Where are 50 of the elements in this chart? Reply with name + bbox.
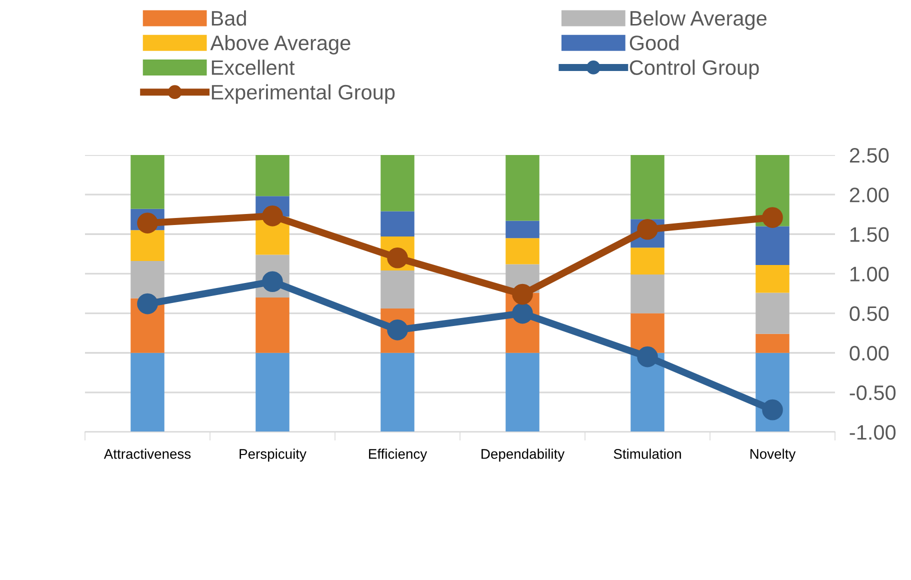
x-tick-label: Stimulation (614, 448, 681, 459)
point (262, 206, 283, 226)
legend-label: Control Group (630, 60, 759, 80)
x-tick-label: Perspicuity (240, 448, 306, 462)
bar (630, 274, 664, 314)
legend-label: Experimental Group (212, 84, 395, 104)
legend-label: Good (630, 35, 678, 50)
y-tick-label: 1.50 (850, 227, 889, 242)
point (762, 399, 783, 420)
bar (130, 352, 164, 432)
bar (380, 211, 414, 237)
bar (130, 261, 164, 298)
y-tick-label: 2.50 (850, 148, 889, 163)
x-tick-label: Dependability (482, 448, 565, 462)
bar (506, 220, 540, 238)
bar (506, 155, 540, 221)
bar (130, 155, 164, 209)
bar (380, 155, 414, 212)
point (512, 284, 533, 305)
bar (756, 292, 790, 334)
bar (630, 313, 664, 353)
x-tick-label: Novelty (750, 448, 796, 462)
bar (630, 155, 664, 220)
point (137, 293, 158, 314)
bar (256, 352, 290, 432)
point (637, 346, 658, 368)
bar (756, 265, 790, 293)
y-tick-label: -0.50 (850, 385, 896, 400)
bar (630, 248, 664, 275)
legend-label: Bad (212, 10, 246, 26)
bar (380, 270, 414, 309)
legend-label: Excellent (212, 60, 295, 75)
bar (256, 155, 290, 196)
y-tick-label: 0.50 (850, 306, 889, 322)
legend-label: Below Average (630, 10, 767, 30)
y-tick-label: 0.00 (850, 346, 889, 361)
x-tick-label: Attractiveness (104, 448, 191, 459)
bar (756, 226, 790, 266)
bar (380, 352, 414, 432)
bar (506, 238, 540, 264)
legend-label: Above Average (210, 35, 350, 54)
y-tick-label: 2.00 (850, 188, 889, 202)
bar (256, 297, 290, 353)
bar (756, 334, 790, 353)
y-tick-label: 1.00 (850, 266, 889, 282)
x-tick-label: Efficiency (369, 448, 428, 462)
y-tick-label: -1.00 (850, 425, 896, 440)
bar (506, 352, 540, 432)
point (762, 207, 783, 228)
bar (130, 230, 164, 262)
